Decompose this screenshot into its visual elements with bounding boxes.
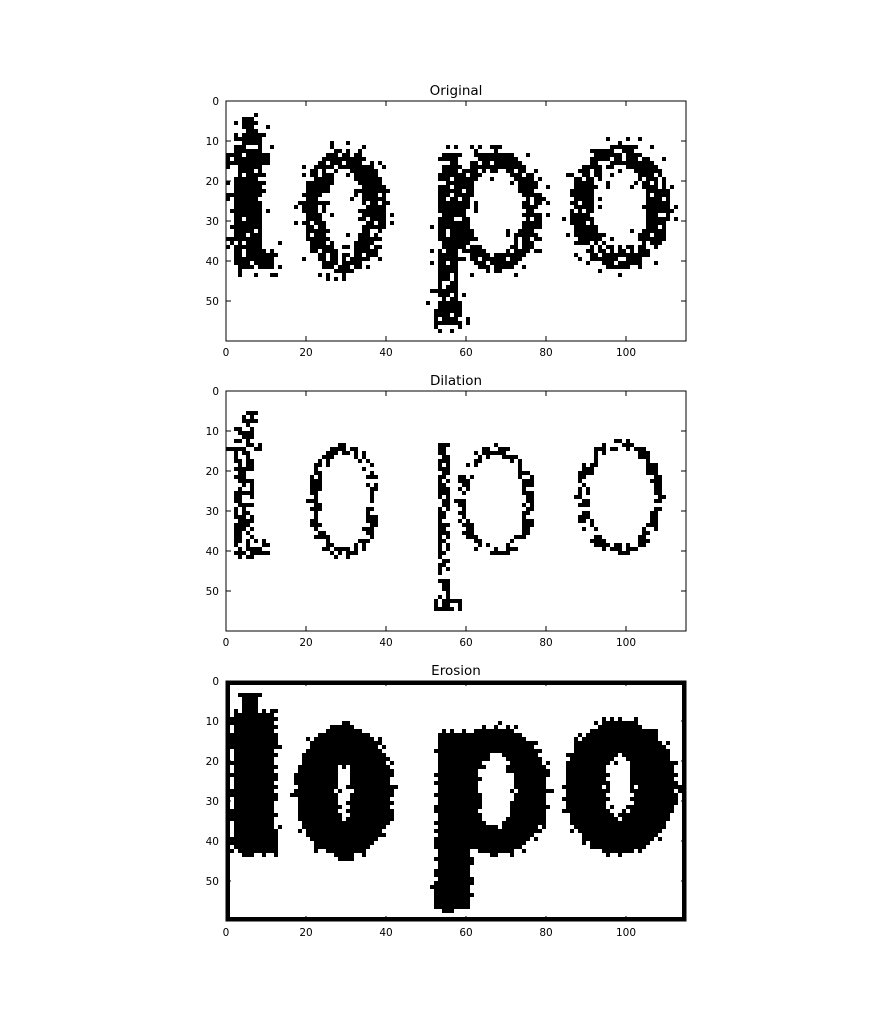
image-pixel-cells — [226, 113, 678, 333]
x-axis: 0 20 40 60 80 100 — [223, 391, 636, 649]
x-tick-label: 40 — [379, 927, 392, 939]
y-tick-label: 50 — [206, 296, 219, 308]
x-axis: 0 20 40 60 80 100 — [223, 681, 636, 939]
image-pixels — [226, 411, 666, 611]
y-tick-label: 0 — [212, 386, 219, 398]
x-tick-label: 0 — [223, 347, 230, 359]
x-tick-label: 60 — [459, 347, 472, 359]
y-axis: 0 10 20 30 40 50 — [206, 386, 686, 598]
panel-title: Dilation — [430, 373, 482, 389]
x-tick-label: 0 — [223, 927, 230, 939]
image-pixel-cells — [226, 681, 686, 921]
image-pixels — [226, 113, 678, 333]
x-tick-label: 40 — [379, 347, 392, 359]
y-tick-label: 10 — [206, 136, 219, 148]
y-tick-label: 50 — [206, 586, 219, 598]
x-tick-label: 20 — [299, 347, 312, 359]
y-tick-label: 0 — [212, 676, 219, 688]
x-tick-label: 80 — [539, 347, 552, 359]
y-tick-label: 40 — [206, 256, 219, 268]
x-tick-label: 80 — [539, 927, 552, 939]
y-tick-label: 40 — [206, 836, 219, 848]
y-tick-label: 0 — [212, 96, 219, 108]
image-pixels — [226, 681, 686, 921]
x-tick-label: 100 — [616, 347, 636, 359]
panel-erosion: Erosion 0 20 40 60 80 100 0 10 20 30 40 50 — [206, 663, 687, 939]
y-tick-label: 10 — [206, 716, 219, 728]
x-tick-label: 60 — [459, 927, 472, 939]
x-tick-label: 80 — [539, 637, 552, 649]
x-tick-label: 100 — [616, 637, 636, 649]
panel-title: Erosion — [431, 663, 481, 679]
x-tick-label: 0 — [223, 637, 230, 649]
y-axis: 0 10 20 30 40 50 — [206, 96, 686, 308]
y-tick-label: 30 — [206, 796, 219, 808]
x-tick-label: 40 — [379, 637, 392, 649]
y-tick-label: 30 — [206, 506, 219, 518]
panel-original: Original 0 20 40 60 80 100 0 10 20 30 40 50 — [206, 83, 687, 359]
x-axis: 0 20 40 60 80 100 — [223, 101, 636, 359]
y-tick-label: 20 — [206, 176, 219, 188]
image-pixel-cells — [226, 411, 666, 611]
x-tick-label: 60 — [459, 637, 472, 649]
y-tick-label: 40 — [206, 546, 219, 558]
panel-title: Original — [430, 83, 483, 99]
y-tick-label: 10 — [206, 426, 219, 438]
y-axis: 0 10 20 30 40 50 — [206, 676, 686, 888]
panel-dilation: Dilation 0 20 40 60 80 100 0 10 20 30 40 50 — [206, 373, 687, 649]
y-tick-label: 30 — [206, 216, 219, 228]
x-tick-label: 20 — [299, 637, 312, 649]
y-tick-label: 20 — [206, 756, 219, 768]
x-tick-label: 20 — [299, 927, 312, 939]
y-tick-label: 20 — [206, 466, 219, 478]
y-tick-label: 50 — [206, 876, 219, 888]
x-tick-label: 100 — [616, 927, 636, 939]
